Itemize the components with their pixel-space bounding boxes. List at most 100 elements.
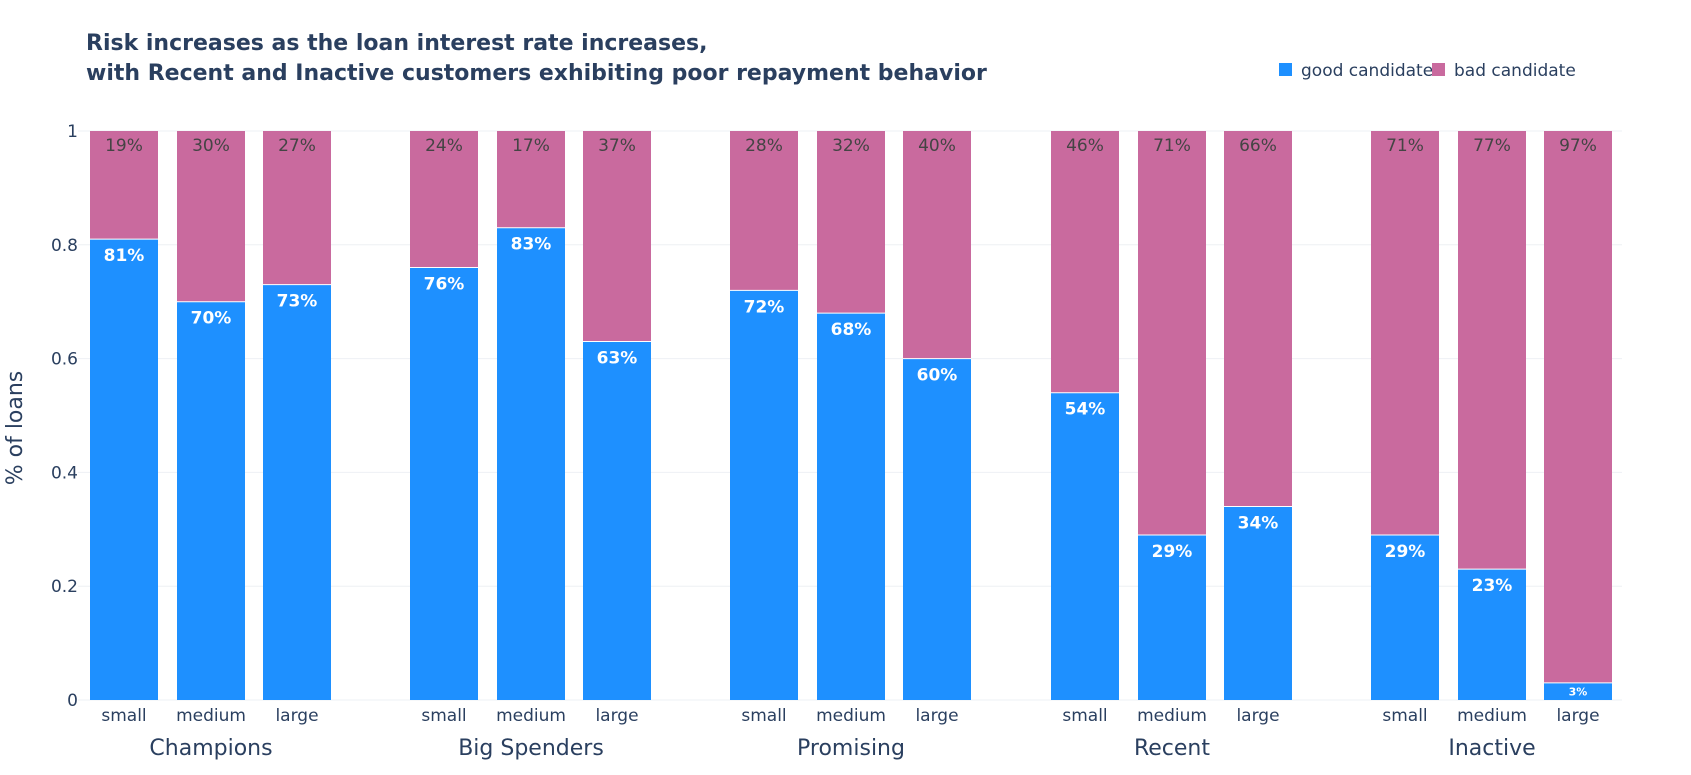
data-label-good-recent-large: 34% — [1238, 514, 1279, 534]
bar-bad-big-spenders-medium — [497, 131, 565, 228]
bar-bad-inactive-small — [1371, 131, 1439, 535]
x-axis-ticks: small medium large small medium large small med… — [101, 706, 1599, 726]
x-tick-label-recent-medium: medium — [1137, 706, 1207, 726]
data-label-bad-inactive-small: 71% — [1386, 136, 1424, 156]
legend-label-good-candidate: good candidate — [1301, 61, 1433, 81]
bar-bad-promising-large — [903, 131, 971, 359]
data-label-good-champions-large: 73% — [277, 292, 318, 312]
bar-bad-promising-small — [730, 131, 798, 291]
bar-good-inactive-small — [1371, 534, 1439, 700]
x-tick-label-promising-small: small — [741, 706, 786, 726]
x-tick-label-recent-large: large — [1236, 706, 1279, 726]
data-label-good-inactive-small: 29% — [1385, 542, 1426, 562]
data-label-bad-inactive-large: 97% — [1559, 136, 1597, 156]
bar-good-champions-small — [90, 239, 158, 701]
bar-bad-big-spenders-small — [410, 131, 478, 268]
chart-subtitle: with Recent and Inactive customers exhib… — [86, 61, 987, 86]
legend-swatch-bad-candidate — [1432, 63, 1445, 76]
y-tick-label: 0 — [67, 691, 78, 711]
data-label-bad-recent-large: 66% — [1239, 136, 1277, 156]
group-label-champions: Champions — [149, 736, 272, 761]
bar-bad-champions-small — [90, 131, 158, 240]
data-label-good-big-spenders-large: 63% — [597, 349, 638, 369]
bar-good-inactive-medium — [1458, 569, 1526, 700]
y-tick-label: 0.6 — [51, 350, 78, 370]
x-tick-label-big-spenders-medium: medium — [496, 706, 566, 726]
y-tick-label: 0.2 — [51, 577, 78, 597]
data-label-bad-recent-medium: 71% — [1153, 136, 1191, 156]
data-label-good-recent-medium: 29% — [1152, 542, 1193, 562]
bar-bad-champions-large — [263, 131, 331, 285]
x-tick-label-big-spenders-small: small — [421, 706, 466, 726]
bar-bad-champions-medium — [177, 131, 245, 302]
bar-good-recent-medium — [1138, 534, 1206, 700]
data-label-good-champions-medium: 70% — [191, 309, 232, 329]
group-label-inactive: Inactive — [1448, 736, 1535, 761]
bar-bad-recent-large — [1224, 131, 1292, 507]
data-label-bad-champions-large: 27% — [278, 136, 316, 156]
bar-bad-promising-medium — [817, 131, 885, 314]
y-tick-label: 0.4 — [51, 463, 78, 483]
bar-good-inactive-large — [1544, 682, 1612, 700]
bar-bad-big-spenders-large — [583, 131, 651, 342]
bar-bad-inactive-medium — [1458, 131, 1526, 570]
x-tick-label-inactive-medium: medium — [1457, 706, 1527, 726]
bar-good-recent-small — [1051, 392, 1119, 700]
x-tick-label-champions-medium: medium — [176, 706, 246, 726]
data-label-bad-champions-medium: 30% — [192, 136, 230, 156]
x-tick-label-inactive-small: small — [1382, 706, 1427, 726]
bar-good-big-spenders-small — [410, 267, 478, 700]
data-label-good-inactive-medium: 23% — [1472, 576, 1513, 596]
legend: good candidate bad candidate — [1279, 61, 1576, 81]
x-tick-label-inactive-large: large — [1556, 706, 1599, 726]
legend-swatch-good-candidate — [1279, 63, 1292, 76]
x-tick-label-promising-medium: medium — [816, 706, 886, 726]
data-label-good-recent-small: 54% — [1065, 400, 1106, 420]
x-tick-label-promising-large: large — [915, 706, 958, 726]
group-labels: Champions Big Spenders Promising Recent Inac… — [149, 736, 1535, 761]
legend-label-bad-candidate: bad candidate — [1454, 61, 1576, 81]
data-label-good-champions-small: 81% — [104, 246, 145, 266]
x-tick-label-champions-large: large — [275, 706, 318, 726]
data-label-good-inactive-large: 3% — [1569, 685, 1588, 698]
bars — [90, 131, 1612, 701]
bar-bad-inactive-large — [1544, 131, 1612, 683]
bar-good-promising-medium — [817, 313, 885, 700]
bar-good-big-spenders-large — [583, 341, 651, 700]
x-tick-label-champions-small: small — [101, 706, 146, 726]
x-tick-label-recent-small: small — [1062, 706, 1107, 726]
data-label-good-promising-large: 60% — [917, 366, 958, 386]
y-axis-ticks: 0 0.2 0.4 0.6 0.8 1 — [51, 122, 78, 711]
data-label-good-promising-medium: 68% — [831, 320, 872, 340]
y-tick-label: 1 — [67, 122, 78, 142]
data-label-bad-promising-small: 28% — [745, 136, 783, 156]
y-tick-label: 0.8 — [51, 236, 78, 256]
group-label-recent: Recent — [1134, 736, 1210, 761]
chart-title: Risk increases as the loan interest rate… — [86, 31, 707, 56]
bar-good-promising-large — [903, 358, 971, 700]
bar-labels: 81% 19% 70% 30% 73% 27% 76% 24% 83% 17% 63% 37% 72% 2… — [104, 136, 1597, 698]
data-label-good-big-spenders-medium: 83% — [511, 235, 552, 255]
bar-good-big-spenders-medium — [497, 227, 565, 701]
group-label-big-spenders: Big Spenders — [458, 736, 604, 761]
data-label-good-promising-small: 72% — [744, 297, 785, 317]
data-label-bad-inactive-medium: 77% — [1473, 136, 1511, 156]
bar-bad-recent-medium — [1138, 131, 1206, 535]
bar-good-champions-medium — [177, 301, 245, 700]
data-label-bad-big-spenders-large: 37% — [598, 136, 636, 156]
data-label-bad-big-spenders-small: 24% — [425, 136, 463, 156]
group-label-promising: Promising — [797, 736, 905, 761]
data-label-bad-promising-medium: 32% — [832, 136, 870, 156]
bar-good-recent-large — [1224, 506, 1292, 700]
data-label-bad-recent-small: 46% — [1066, 136, 1104, 156]
data-label-bad-big-spenders-medium: 17% — [512, 136, 550, 156]
bar-good-promising-small — [730, 290, 798, 700]
y-axis-label: % of loans — [3, 371, 28, 486]
bar-good-champions-large — [263, 284, 331, 700]
data-label-good-big-spenders-small: 76% — [424, 275, 465, 295]
bar-bad-recent-small — [1051, 131, 1119, 393]
x-tick-label-big-spenders-large: large — [595, 706, 638, 726]
data-label-bad-promising-large: 40% — [918, 136, 956, 156]
data-label-bad-champions-small: 19% — [105, 136, 143, 156]
